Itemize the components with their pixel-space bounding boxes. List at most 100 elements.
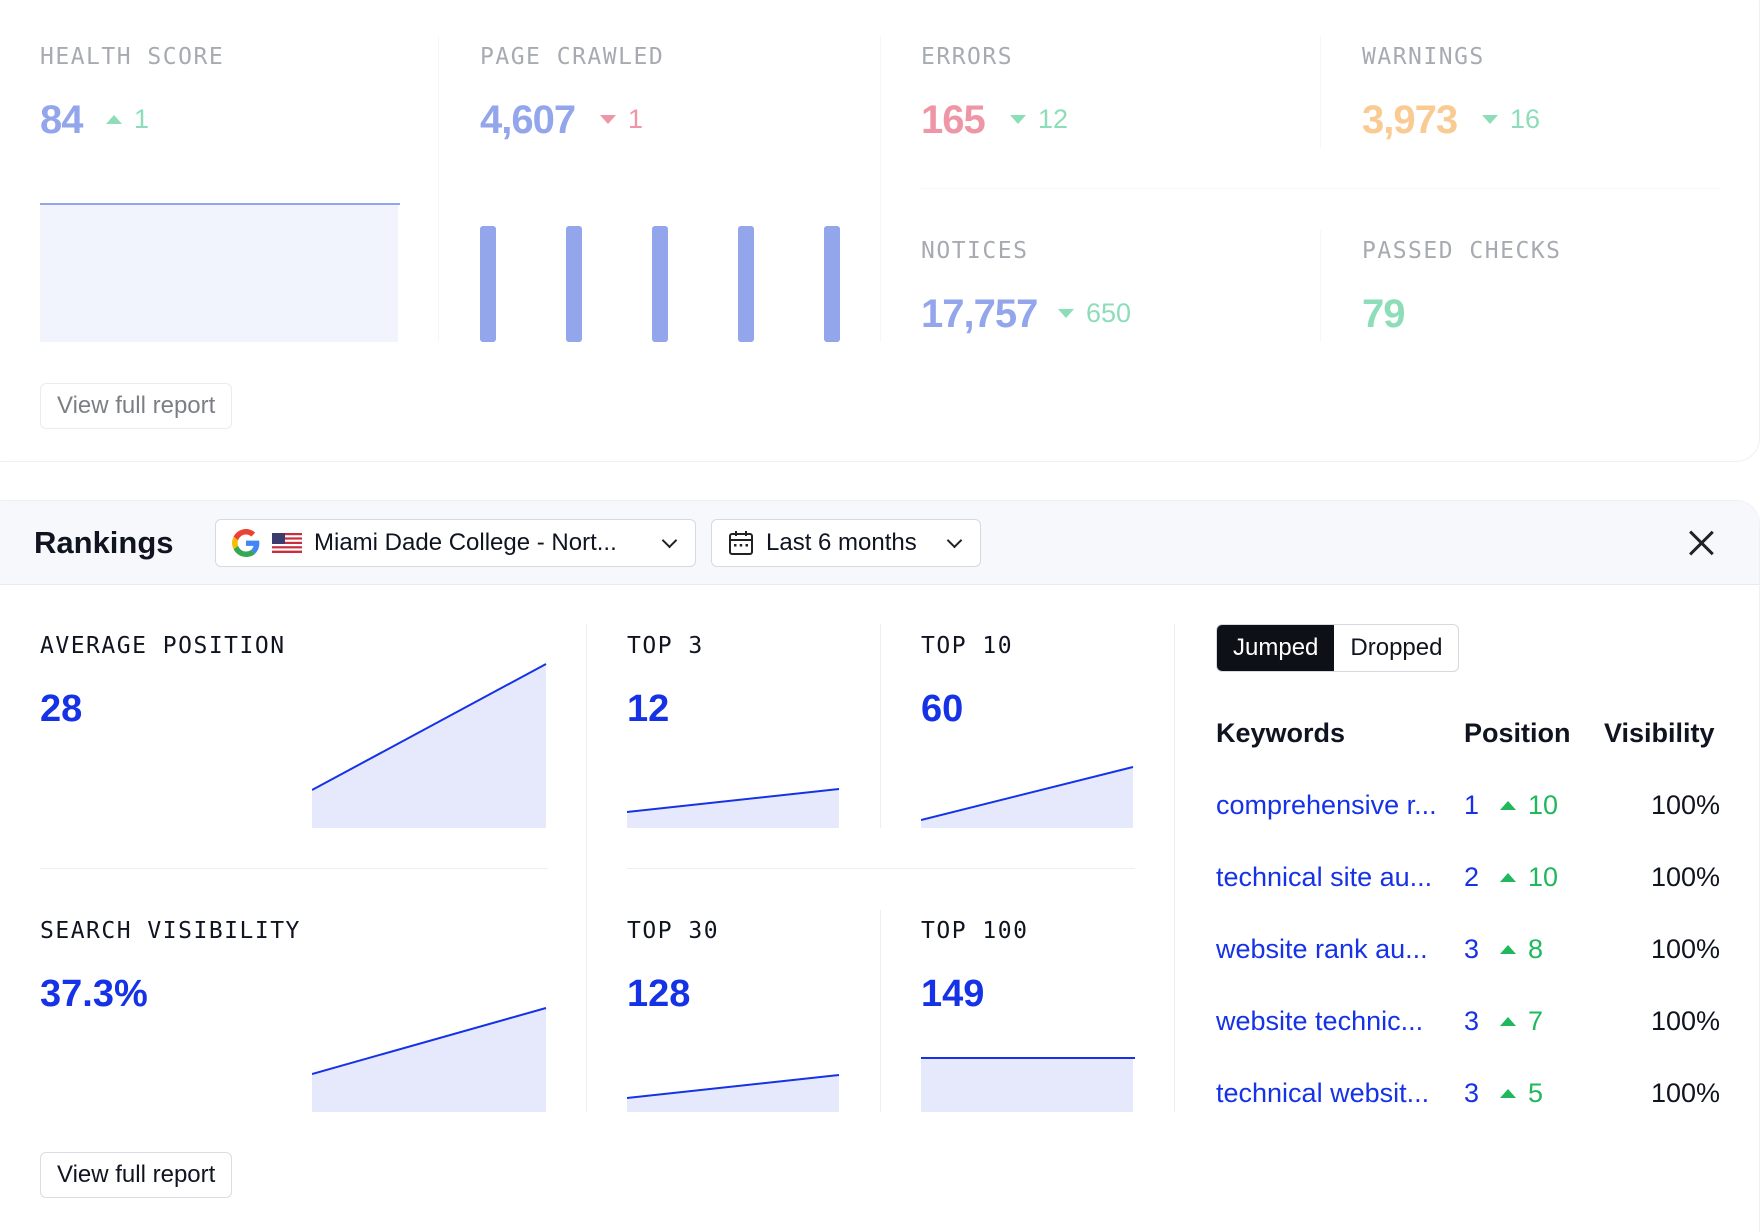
arrow-down-icon <box>600 115 616 124</box>
rankings-title: Rankings <box>34 525 174 560</box>
position-header: Position <box>1464 718 1571 748</box>
page-crawled-bar-chart <box>480 226 840 342</box>
search-visibility-sparkline <box>312 1007 547 1112</box>
delta-value: 10 <box>1528 790 1559 820</box>
errors-value: 165 <box>921 98 986 142</box>
top100-label: TOP 100 <box>921 918 1029 944</box>
divider <box>586 624 587 1112</box>
keyword-position: 3 <box>1464 934 1480 964</box>
delta-value: 16 <box>1510 104 1541 134</box>
notices-label: NOTICES <box>921 238 1029 264</box>
keyword-link[interactable]: technical site au... <box>1216 862 1433 892</box>
keyword-link[interactable]: comprehensive r... <box>1216 790 1437 820</box>
keyword-delta: 10 <box>1500 790 1558 821</box>
crawl-bar <box>566 226 582 342</box>
average-position-sparkline <box>312 663 547 828</box>
top100-sparkline <box>921 1057 1135 1112</box>
top10-sparkline <box>921 766 1134 828</box>
us-flag-icon <box>272 533 302 553</box>
arrow-up-icon <box>1500 873 1516 882</box>
table-row: technical websit... 3 5 100% <box>1216 1078 1720 1118</box>
delta-value: 1 <box>134 104 150 134</box>
delta-value: 650 <box>1086 298 1132 328</box>
search-visibility-label: SEARCH VISIBILITY <box>40 918 301 944</box>
page-crawled-value: 4,607 <box>480 98 576 142</box>
warnings-delta: 16 <box>1482 104 1540 135</box>
top10-value: 60 <box>921 688 964 730</box>
table-row: technical site au... 2 10 100% <box>1216 862 1720 902</box>
divider <box>438 36 439 342</box>
calendar-icon <box>729 531 753 555</box>
crawl-bar <box>480 226 496 342</box>
page-crawled-delta: 1 <box>600 104 643 135</box>
search-visibility-value: 37.3% <box>40 973 148 1015</box>
health-score-delta: 1 <box>106 104 149 135</box>
health-score-sparkline <box>40 203 400 342</box>
crawl-bar <box>652 226 668 342</box>
average-position-value: 28 <box>40 688 83 730</box>
delta-value: 5 <box>1528 1078 1544 1108</box>
top3-value: 12 <box>627 688 670 730</box>
top100-value: 149 <box>921 973 985 1015</box>
table-row: comprehensive r... 1 10 100% <box>1216 790 1720 830</box>
arrow-down-icon <box>1010 115 1026 124</box>
table-row: website rank au... 3 8 100% <box>1216 934 1720 974</box>
divider <box>880 624 881 828</box>
jumped-dropped-toggle: Jumped Dropped <box>1216 624 1460 672</box>
keyword-visibility: 100% <box>1650 1078 1720 1108</box>
delta-value: 10 <box>1528 862 1559 892</box>
top30-value: 128 <box>627 973 691 1015</box>
keyword-delta: 7 <box>1500 1006 1543 1037</box>
keyword-delta: 10 <box>1500 862 1558 893</box>
keyword-visibility: 100% <box>1650 790 1720 820</box>
keyword-link[interactable]: website rank au... <box>1216 934 1428 964</box>
arrow-up-icon <box>1500 801 1516 810</box>
view-full-report-button-rankings[interactable]: View full report <box>40 1152 233 1198</box>
notices-value: 17,757 <box>921 292 1038 336</box>
keyword-visibility: 100% <box>1650 1006 1720 1036</box>
keyword-link[interactable]: website technic... <box>1216 1006 1424 1036</box>
passed-checks-label: PASSED CHECKS <box>1362 238 1562 264</box>
arrow-up-icon <box>1500 1017 1516 1026</box>
dropped-toggle-button[interactable]: Dropped <box>1350 634 1443 661</box>
arrow-up-icon <box>1500 1089 1516 1098</box>
keyword-position: 2 <box>1464 862 1480 892</box>
keyword-position: 3 <box>1464 1078 1480 1108</box>
location-dropdown[interactable]: Miami Dade College - Nort... <box>215 519 696 567</box>
location-dropdown-label: Miami Dade College - Nort... <box>314 529 617 556</box>
delta-value: 12 <box>1038 104 1069 134</box>
crawl-bar <box>824 226 840 342</box>
arrow-up-icon <box>106 115 122 124</box>
google-icon <box>232 529 260 557</box>
divider <box>627 868 1135 869</box>
top10-label: TOP 10 <box>921 633 1014 659</box>
keyword-visibility: 100% <box>1650 934 1720 964</box>
delta-value: 8 <box>1528 934 1544 964</box>
page-crawled-label: PAGE CRAWLED <box>480 44 665 70</box>
divider <box>1320 36 1321 148</box>
chevron-down-icon <box>946 532 963 548</box>
divider <box>880 36 881 342</box>
divider <box>921 188 1721 189</box>
health-score-value: 84 <box>40 98 83 142</box>
passed-checks-value: 79 <box>1362 292 1405 336</box>
divider <box>40 868 548 869</box>
visibility-header: Visibility <box>1604 718 1715 748</box>
errors-delta: 12 <box>1010 104 1068 135</box>
top30-sparkline <box>627 1074 840 1112</box>
keyword-link[interactable]: technical websit... <box>1216 1078 1430 1108</box>
view-full-report-button-audit[interactable]: View full report <box>40 383 233 429</box>
delta-value: 7 <box>1528 1006 1544 1036</box>
period-dropdown[interactable]: Last 6 months <box>711 519 981 567</box>
divider <box>1174 624 1175 1112</box>
period-dropdown-label: Last 6 months <box>766 529 917 556</box>
health-score-label: HEALTH SCORE <box>40 44 225 70</box>
top30-label: TOP 30 <box>627 918 720 944</box>
close-icon[interactable] <box>1687 529 1715 557</box>
jumped-toggle-button[interactable]: Jumped <box>1217 625 1335 671</box>
warnings-label: WARNINGS <box>1362 44 1485 70</box>
keywords-header: Keywords <box>1216 718 1346 748</box>
crawl-bar <box>738 226 754 342</box>
table-row: website technic... 3 7 100% <box>1216 1006 1720 1046</box>
keyword-position: 1 <box>1464 790 1480 820</box>
